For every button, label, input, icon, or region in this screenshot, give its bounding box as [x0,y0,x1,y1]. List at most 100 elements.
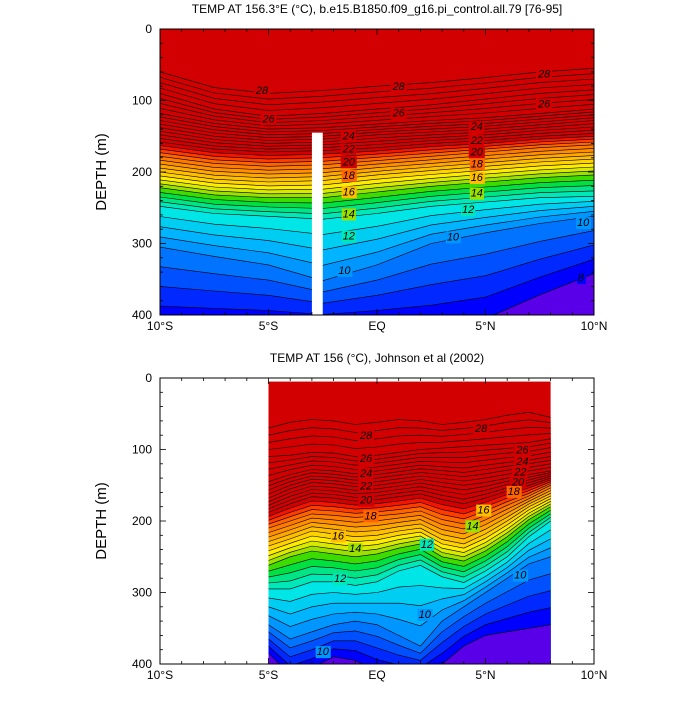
contour-label: 28 [392,81,406,93]
band-below-8 [493,273,594,315]
isotherm-20.5 [160,129,594,150]
isotherm-12 [268,520,551,590]
contour-label-bg [390,81,407,94]
contour-label-bg [340,130,356,143]
contour-label: 10 [577,217,590,229]
contour-label-bg [341,169,357,182]
isotherm-16.5 [268,493,551,542]
isotherm-24 [268,456,551,482]
isotherm-22 [268,470,551,499]
contour-label: 22 [513,467,526,479]
contour-label: 14 [466,520,478,532]
contour-label-bg [469,158,485,171]
isotherm-19 [268,481,551,521]
contour-label-bg [469,172,485,185]
isotherm-13 [268,513,551,578]
x-tick-label: 5°N [475,668,495,682]
isotherm-16 [160,158,594,183]
isotherm-15 [268,501,551,556]
isotherm-10.5 [268,547,551,627]
isotherm-21 [160,126,594,147]
contour-label-bg [576,217,592,230]
contour-label-bg [358,430,375,443]
isotherm-13.5 [268,510,551,572]
isotherm-15 [160,166,594,191]
contour-label-bg [514,444,531,457]
contour-label: 14 [343,208,355,220]
contour-label-bg [465,520,480,533]
isotherm-22.5 [160,117,594,139]
isotherm-13.5 [160,179,594,204]
contour-label-bg [469,187,484,200]
isotherm-14 [160,174,594,198]
x-tick-label: 10°N [581,668,608,682]
isotherm-9.5 [160,230,594,293]
isotherm-11.5 [160,201,594,235]
contour-label: 24 [515,456,528,468]
contour-label: 22 [470,135,483,147]
isotherm-22.5 [268,467,551,495]
isotherm-28 [160,68,594,94]
isotherm-20.5 [268,476,551,510]
contour-label-bg [358,494,375,507]
contour-label: 28 [474,423,488,435]
isotherm-18.5 [160,141,594,164]
isotherm-11.5 [268,529,551,602]
contour-label-bg [514,455,530,468]
contour-label: 26 [515,445,529,457]
y-tick-label: 200 [132,165,152,179]
isotherm-18 [160,144,594,167]
contour-label: 10 [338,265,351,277]
isotherm-26.5 [268,433,551,450]
isotherm-25.5 [268,442,551,464]
isotherm-9.5 [268,573,551,654]
contour-label-bg [253,84,270,97]
contour-label: 26 [537,98,551,110]
contour-label: 22 [342,143,355,155]
y-tick-label: 0 [145,371,152,385]
contour-label-bg [340,143,356,156]
contour-label-bg [509,476,527,489]
contour-label: 20 [359,495,373,507]
y-tick-label: 0 [145,22,152,36]
contour-label-bg [476,504,492,517]
isotherm-8.5 [268,607,551,664]
isotherm-13 [160,185,594,209]
x-tick-label: 10°S [147,319,173,333]
isotherm-20 [160,133,594,153]
isotherm-21.5 [160,123,594,144]
isotherm-27.5 [268,419,551,436]
contour-label-bg [468,146,485,159]
isotherm-11 [268,538,551,615]
y-axis-label: DEPTH (m) [93,133,110,211]
isotherm-26.5 [160,84,594,111]
isotherm-19 [160,138,594,160]
isotherm-17.5 [268,487,551,533]
contour-label-bg [341,230,356,243]
contour-label: 10 [419,609,432,621]
y-tick-label: 400 [132,657,152,671]
contour-label: 10 [514,570,527,582]
contour-label-bg [358,453,375,466]
isotherm-12.5 [160,190,594,215]
contour-label: 24 [359,468,372,480]
band-below-8 [268,624,551,664]
contour-label: 12 [334,573,346,585]
isotherm-12.5 [268,517,551,584]
contour-label: 10 [447,231,460,243]
isotherm-16.5 [160,155,594,179]
contour-label: 22 [359,480,372,492]
contour-label: 26 [392,108,406,120]
isotherm-14.5 [160,170,594,195]
isotherm-11 [160,206,594,251]
contour-label: 20 [342,156,356,168]
isotherm-25 [268,447,551,470]
contour-label-bg [260,113,277,126]
x-tick-label: 5°S [259,319,278,333]
isotherm-18 [268,485,551,529]
x-tick-label: 10°S [147,668,173,682]
